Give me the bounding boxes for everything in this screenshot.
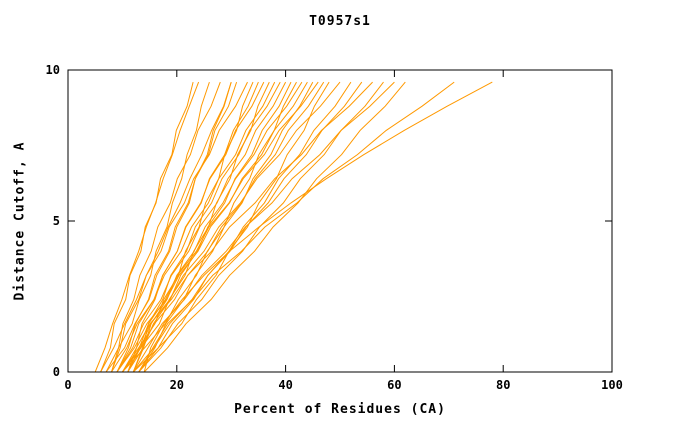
model-curve [100, 81, 232, 373]
model-curve [111, 81, 276, 373]
model-curve [138, 81, 455, 373]
model-curve [138, 81, 352, 373]
y-tick-label: 5 [53, 214, 60, 228]
x-tick-label: 20 [170, 378, 184, 392]
model-curve [111, 81, 221, 373]
x-tick-label: 80 [496, 378, 510, 392]
model-curve [116, 81, 308, 373]
model-curve [127, 81, 319, 373]
model-curve [105, 81, 232, 373]
model-curve [122, 81, 325, 373]
model-curve [121, 81, 373, 373]
x-tick-label: 40 [278, 378, 292, 392]
model-curve [105, 81, 210, 373]
model-curve [132, 81, 330, 373]
model-curve [121, 81, 254, 373]
model-curve [143, 81, 493, 373]
x-axis-label: Percent of Residues (CA) [234, 402, 446, 417]
model-curve [100, 81, 194, 373]
model-curve [116, 81, 259, 373]
model-curve [111, 81, 248, 373]
y-tick-label: 0 [53, 365, 60, 379]
model-curve [94, 81, 200, 373]
model-curve [127, 81, 292, 373]
model-curve [138, 81, 314, 373]
x-tick-label: 100 [601, 378, 623, 392]
x-tick-label: 60 [387, 378, 401, 392]
y-tick-label: 10 [46, 63, 60, 77]
model-curve [143, 81, 406, 373]
model-curve [127, 81, 265, 373]
chart-title: T0957s1 [309, 14, 371, 29]
model-curve [116, 81, 287, 373]
model-curve [116, 81, 238, 373]
model-curve [132, 81, 395, 373]
x-tick-label: 0 [64, 378, 71, 392]
